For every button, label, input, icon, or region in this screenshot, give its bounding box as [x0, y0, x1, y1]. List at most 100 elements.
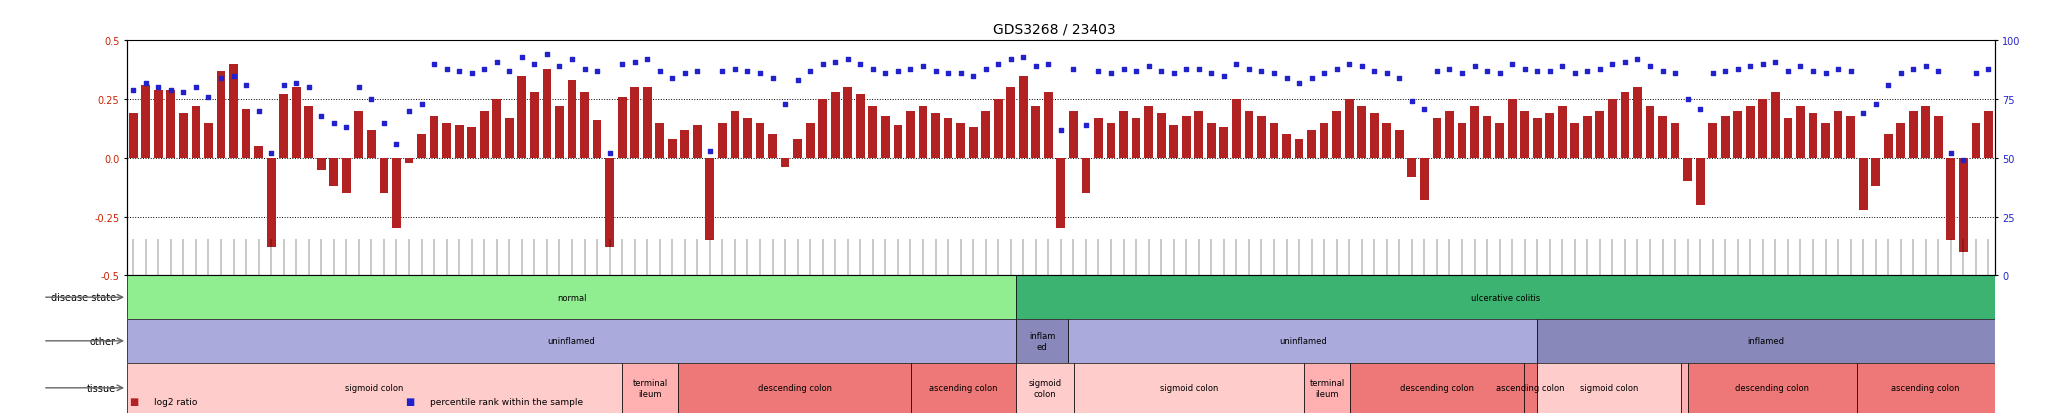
- Point: [1647, 69, 1679, 75]
- Bar: [1595, 112, 1604, 159]
- Bar: [1671, 123, 1679, 159]
- Bar: [1319, 123, 1329, 159]
- Bar: [506, 119, 514, 159]
- Bar: [881, 116, 889, 159]
- Bar: [418, 135, 426, 159]
- Text: uninflamed: uninflamed: [547, 337, 596, 346]
- Point: [367, 120, 399, 127]
- Bar: [1307, 131, 1317, 159]
- Bar: [1921, 107, 1929, 159]
- Bar: [141, 86, 150, 159]
- Bar: [1647, 107, 1655, 159]
- Text: sigmoid
colon: sigmoid colon: [1028, 378, 1061, 398]
- Point: [1583, 66, 1616, 73]
- Bar: [623, 363, 678, 413]
- Point: [1257, 71, 1290, 77]
- Bar: [969, 128, 977, 159]
- Point: [1081, 69, 1114, 75]
- Bar: [1073, 363, 1305, 413]
- Point: [668, 71, 700, 77]
- Bar: [1370, 114, 1378, 159]
- Bar: [1032, 107, 1040, 159]
- Point: [305, 113, 338, 120]
- Point: [1595, 62, 1628, 68]
- Bar: [655, 123, 664, 159]
- Point: [831, 57, 864, 63]
- Point: [180, 85, 213, 92]
- Bar: [911, 363, 1016, 413]
- Point: [481, 59, 514, 66]
- Bar: [1194, 112, 1202, 159]
- Point: [618, 59, 651, 66]
- Bar: [1118, 112, 1128, 159]
- Bar: [1532, 119, 1542, 159]
- Bar: [1985, 112, 1993, 159]
- Point: [1282, 80, 1315, 87]
- Bar: [993, 100, 1004, 159]
- Point: [1808, 71, 1841, 77]
- Text: ascending colon: ascending colon: [930, 383, 997, 392]
- Text: other: other: [90, 336, 117, 346]
- Bar: [1896, 123, 1905, 159]
- Point: [1722, 66, 1755, 73]
- Bar: [242, 109, 250, 159]
- Bar: [1145, 107, 1153, 159]
- Text: GDS3268 / 23403: GDS3268 / 23403: [993, 23, 1116, 37]
- Text: ascending colon: ascending colon: [1892, 383, 1960, 392]
- Point: [1458, 64, 1491, 70]
- Point: [293, 85, 326, 92]
- Bar: [543, 69, 551, 159]
- Bar: [606, 159, 614, 247]
- Bar: [1470, 107, 1479, 159]
- Point: [1960, 71, 1993, 77]
- Point: [217, 73, 250, 80]
- Bar: [1708, 123, 1716, 159]
- Bar: [719, 123, 727, 159]
- Bar: [1016, 276, 1995, 319]
- Point: [1032, 62, 1065, 68]
- Point: [895, 66, 928, 73]
- Bar: [1069, 319, 1538, 363]
- Bar: [555, 107, 563, 159]
- Bar: [1808, 114, 1817, 159]
- Bar: [1016, 319, 1069, 363]
- Point: [694, 148, 727, 155]
- Point: [1294, 76, 1327, 82]
- Point: [995, 57, 1028, 63]
- Bar: [1305, 363, 1350, 413]
- Point: [1659, 71, 1692, 77]
- Bar: [1784, 119, 1792, 159]
- Point: [354, 97, 387, 103]
- Bar: [1206, 123, 1217, 159]
- Point: [1020, 64, 1053, 70]
- Text: percentile rank within the sample: percentile rank within the sample: [430, 396, 584, 406]
- Bar: [932, 114, 940, 159]
- Point: [1157, 71, 1190, 77]
- Bar: [956, 123, 965, 159]
- Bar: [1069, 112, 1077, 159]
- Bar: [1720, 116, 1731, 159]
- Point: [117, 87, 150, 94]
- Text: normal: normal: [557, 293, 586, 302]
- Point: [1395, 99, 1427, 106]
- Point: [1221, 62, 1253, 68]
- Bar: [1772, 93, 1780, 159]
- Point: [342, 85, 375, 92]
- Bar: [793, 140, 803, 159]
- Point: [1370, 71, 1403, 77]
- Bar: [1507, 100, 1516, 159]
- Point: [1796, 69, 1829, 75]
- Bar: [1860, 159, 1868, 210]
- Point: [594, 150, 627, 157]
- Text: sigmoid colon: sigmoid colon: [1579, 383, 1638, 392]
- Bar: [678, 363, 911, 413]
- Bar: [1946, 159, 1956, 240]
- Point: [795, 69, 827, 75]
- Bar: [780, 159, 788, 168]
- Point: [1470, 69, 1503, 75]
- Bar: [1681, 363, 1688, 413]
- Bar: [1688, 363, 1858, 413]
- Text: descending colon: descending colon: [1401, 383, 1475, 392]
- Point: [154, 87, 186, 94]
- Point: [1784, 64, 1817, 70]
